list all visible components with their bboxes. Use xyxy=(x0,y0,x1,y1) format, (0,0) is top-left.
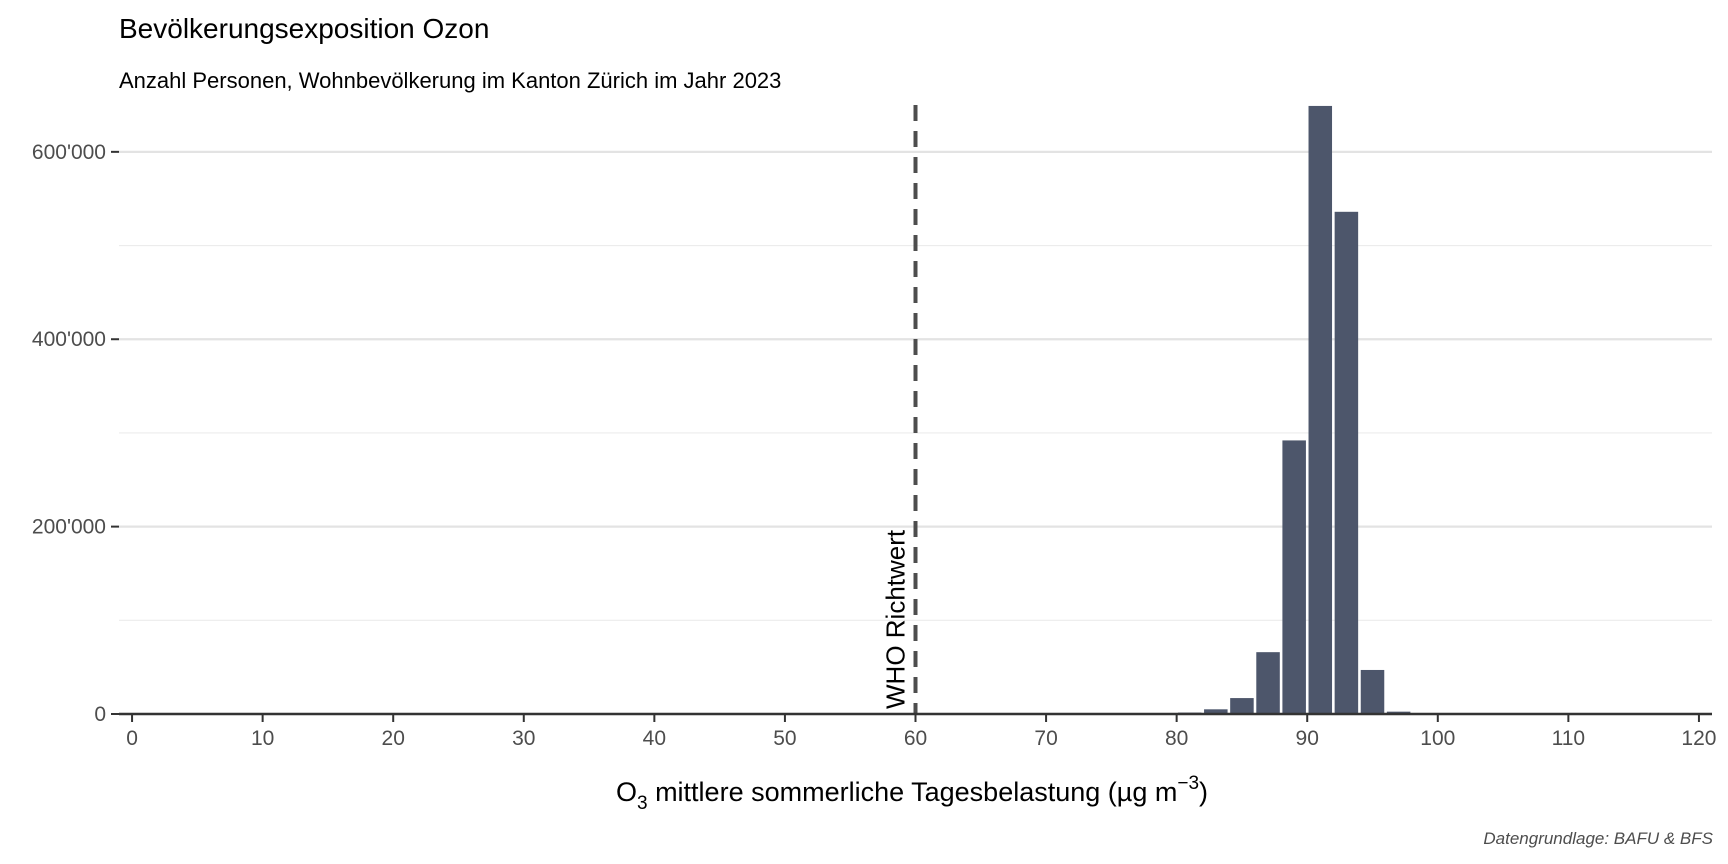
x-tick-label: 120 xyxy=(1681,727,1716,750)
y-axis-ticks: 0 200'000 400'000 600'000 xyxy=(32,141,119,726)
x-tick-label: 60 xyxy=(904,727,927,750)
y-tick-label: 600'000 xyxy=(32,141,106,164)
x-axis-label: O3 mittlere sommerliche Tagesbelastung (… xyxy=(616,773,1208,814)
bars xyxy=(1151,105,1411,715)
y-tick-label: 0 xyxy=(94,703,106,726)
bar xyxy=(1282,440,1306,714)
x-tick-label: 30 xyxy=(512,727,535,750)
bar xyxy=(1230,698,1254,714)
chart-subtitle: Anzahl Personen, Wohnbevölkerung im Kant… xyxy=(119,68,781,93)
y-tick-label: 200'000 xyxy=(32,516,106,539)
bar xyxy=(1204,709,1228,714)
x-axis-ticks: 0 10 20 30 40 50 60 70 80 90 100 110 120 xyxy=(126,714,1716,750)
y-tick-label: 400'000 xyxy=(32,328,106,351)
x-tick-label: 40 xyxy=(643,727,666,750)
chart-title: Bevölkerungsexposition Ozon xyxy=(119,13,489,44)
x-tick-label: 10 xyxy=(251,727,274,750)
x-tick-label: 50 xyxy=(773,727,796,750)
reference-line-label: WHO Richtwert xyxy=(881,529,911,709)
x-tick-label: 70 xyxy=(1034,727,1057,750)
x-tick-label: 90 xyxy=(1296,727,1319,750)
x-tick-label: 110 xyxy=(1552,727,1585,750)
x-tick-label: 80 xyxy=(1165,727,1188,750)
x-tick-label: 20 xyxy=(382,727,405,750)
bar xyxy=(1360,669,1385,714)
reference-line-group: WHO Richtwert xyxy=(881,105,918,714)
bar xyxy=(1256,652,1280,714)
bar xyxy=(1308,105,1333,715)
caption: Datengrundlage: BAFU & BFS xyxy=(1483,829,1713,848)
x-tick-label: 100 xyxy=(1420,727,1455,750)
bar xyxy=(1334,211,1359,714)
x-tick-label: 0 xyxy=(126,727,138,750)
